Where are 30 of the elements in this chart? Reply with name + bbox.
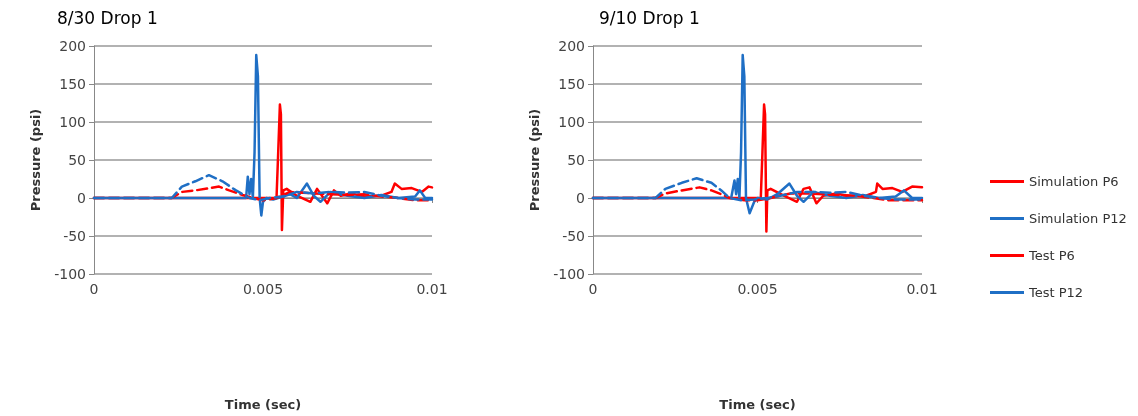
x-tick-label: 0 xyxy=(588,281,598,297)
y-tick-label: 200 xyxy=(59,38,86,54)
x-axis-title: Time (sec) xyxy=(224,397,302,412)
y-tick-label: 150 xyxy=(558,76,585,92)
y-tick-label: 0 xyxy=(576,190,585,206)
y-tick-label: 50 xyxy=(567,152,585,168)
x-tick-label: 0.01 xyxy=(416,281,448,297)
y-tick-label: -50 xyxy=(562,228,585,244)
y-tick-label: 200 xyxy=(558,38,585,54)
x-tick-label: 0 xyxy=(89,281,99,297)
legend-label: Simulation P12 xyxy=(1029,211,1127,226)
y-tick-label: 150 xyxy=(59,76,86,92)
x-axis-title: Time (sec) xyxy=(719,397,796,412)
y-tick-label: -100 xyxy=(54,266,86,282)
chart-title: 8/30 Drop 1 xyxy=(57,7,158,28)
legend-label: Simulation P6 xyxy=(1029,174,1119,189)
x-tick-label: 0.005 xyxy=(242,281,284,297)
y-tick-label: 50 xyxy=(68,152,86,168)
x-tick-label: 0.005 xyxy=(737,281,778,297)
y-tick-label: 100 xyxy=(558,114,585,130)
y-tick-label: -100 xyxy=(553,266,585,282)
legend-label: Test P12 xyxy=(1028,285,1084,300)
y-axis-title: Pressure (psi) xyxy=(28,108,43,212)
y-tick-label: 100 xyxy=(59,114,86,130)
y-tick-label: -50 xyxy=(63,228,86,244)
chart-title: 9/10 Drop 1 xyxy=(599,7,700,28)
legend-label: Test P6 xyxy=(1028,248,1075,263)
y-axis-title: Pressure (psi) xyxy=(527,108,542,212)
x-tick-label: 0.01 xyxy=(906,281,938,297)
y-tick-label: 0 xyxy=(77,190,86,206)
